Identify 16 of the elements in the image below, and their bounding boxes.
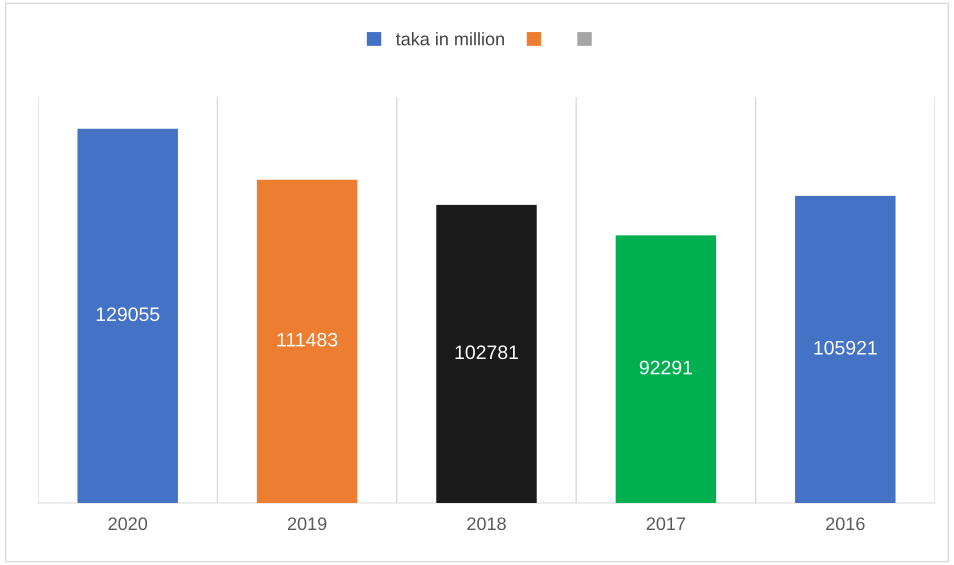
data-label: 102781 bbox=[456, 345, 518, 360]
bar bbox=[616, 235, 716, 503]
data-label: 105921 bbox=[814, 340, 877, 355]
bar bbox=[436, 204, 537, 503]
data-label: 129055 bbox=[96, 307, 160, 322]
bar bbox=[77, 128, 178, 503]
data-label: 111483 bbox=[278, 332, 338, 347]
data-label: 92291 bbox=[640, 360, 692, 374]
x-tick-label: 2018 bbox=[467, 517, 506, 530]
x-tick-label: 2016 bbox=[826, 517, 865, 530]
x-tick-label: 2019 bbox=[288, 517, 326, 530]
legend-label: taka in million bbox=[396, 32, 504, 46]
bar bbox=[256, 180, 358, 503]
x-tick-label: 2017 bbox=[646, 517, 686, 530]
x-tick-label: 2020 bbox=[108, 517, 148, 530]
bar bbox=[795, 196, 896, 503]
